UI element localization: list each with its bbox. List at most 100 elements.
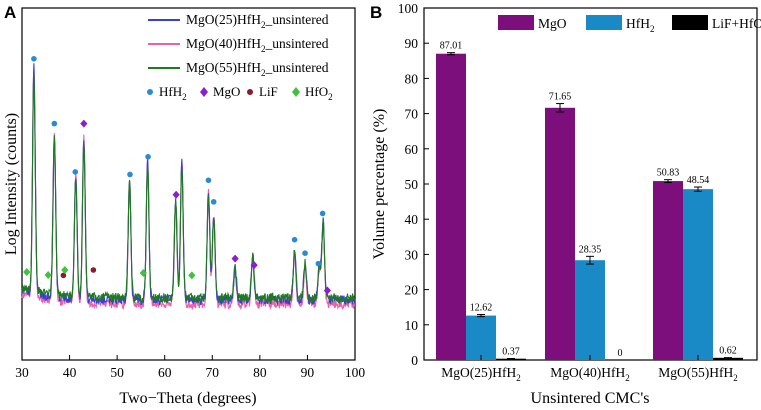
phase-marker-hfh <box>210 199 217 205</box>
legend-label: MgO <box>538 16 567 31</box>
panel-a-legend: MgO(25)HfH2_unsintered MgO(40)HfH2_unsint… <box>148 12 329 78</box>
y-tick-label: 20 <box>405 283 419 298</box>
phase-marker-mgo <box>172 190 180 199</box>
phase-marker-hfh <box>127 171 133 178</box>
y-tick-label: 40 <box>405 212 419 227</box>
legend-label: MgO(55)HfH2_unsintered <box>186 60 329 78</box>
y-tick-label: 0 <box>411 353 418 368</box>
bar-mgo <box>653 181 683 360</box>
phase-marker-hfo <box>188 271 196 280</box>
panel-b-x-ticks: MgO(25)HfH2 MgO(40)HfH2 MgO(55)HfH2 <box>441 355 738 383</box>
phase-marker-hfh <box>291 236 298 243</box>
phase-legend-symbol <box>200 87 208 97</box>
y-tick-label: 30 <box>405 247 419 262</box>
legend-label: LiF+HfO2 <box>712 16 761 34</box>
legend-label: MgO(25)HfH2_unsintered <box>186 12 329 30</box>
phase-marker-mgo <box>250 261 258 270</box>
bar-lifhfo <box>713 357 743 360</box>
phase-marker-hfh <box>319 210 326 217</box>
phase-markers <box>23 56 332 295</box>
x-tick-label: 30 <box>15 365 29 380</box>
phase-legend-label: HfH2 <box>159 84 187 102</box>
phase-marker-hfh <box>31 56 37 62</box>
y-tick-label: 50 <box>405 177 419 192</box>
phase-marker-hfh <box>145 153 151 160</box>
bar-value-label: 0.37 <box>502 347 520 358</box>
phase-marker-lif <box>90 267 97 273</box>
x-tick-label: 60 <box>158 365 172 380</box>
xrd-series-line <box>21 73 356 305</box>
phase-legend-label: HfO2 <box>305 84 333 102</box>
phase-marker-legend: HfH2 MgO LiF HfO2 <box>147 84 333 102</box>
phase-marker-mgo <box>231 254 239 263</box>
bar-value-label: 12.62 <box>470 303 493 314</box>
panel-a-x-axis-title: Two−Theta (degrees) <box>119 390 256 407</box>
x-tick-label: 100 <box>345 365 366 380</box>
phase-legend-symbol <box>147 89 153 95</box>
phase-marker-hfo <box>23 268 31 276</box>
x-category-label: MgO(25)HfH2 <box>441 365 521 383</box>
bar-value-label: 50.83 <box>657 168 680 179</box>
legend-label: HfH2 <box>626 16 655 34</box>
panel-a-xrd-chart: A 30 40 50 60 70 80 90 100 Two−Theta (degrees) … <box>3 3 365 407</box>
bar-value-label: 0 <box>618 348 623 359</box>
bar-value-label: 71.65 <box>549 92 572 103</box>
panel-a-plot-frame <box>21 7 356 361</box>
bar-mgo <box>436 53 466 361</box>
xrd-series-line <box>21 66 356 311</box>
phase-marker-mgo <box>80 119 88 128</box>
bar-hfh <box>683 189 713 360</box>
x-tick-label: 50 <box>110 365 124 380</box>
panel-b-y-axis-title: Volume percentage (%) <box>371 109 388 260</box>
x-tick-label: 80 <box>253 365 267 380</box>
phase-marker-hfh <box>51 120 58 127</box>
legend-label: MgO(40)HfH2_unsintered <box>186 36 329 54</box>
panel-b-x-axis-title: Unsintered CMC's <box>531 390 650 407</box>
xrd-curves <box>21 63 356 311</box>
phase-marker-hfo <box>61 266 69 274</box>
phase-marker-hfo <box>44 271 52 279</box>
legend-swatch <box>586 15 622 30</box>
panel-b-legend: MgO HfH2 LiF+HfO2 <box>498 15 761 34</box>
panel-b-letter: B <box>370 3 382 22</box>
phase-marker-hfh <box>302 250 308 256</box>
phase-legend-label: MgO <box>213 84 240 99</box>
panel-a-letter: A <box>4 3 16 22</box>
phase-marker-hfh <box>72 169 79 175</box>
bar-hfh <box>466 315 496 360</box>
x-tick-label: 70 <box>206 365 220 380</box>
y-tick-label: 70 <box>405 107 419 122</box>
phase-legend-label: LiF <box>259 84 278 99</box>
y-tick-label: 100 <box>398 1 419 16</box>
bar-value-label: 87.01 <box>440 41 463 52</box>
phase-marker-lif <box>60 272 67 279</box>
y-tick-label: 60 <box>405 142 419 157</box>
bar-value-label: 0.62 <box>719 346 737 357</box>
panel-a-x-ticks: 30 40 50 60 70 80 90 100 <box>15 355 365 380</box>
legend-swatch <box>672 15 708 30</box>
x-category-label: MgO(40)HfH2 <box>550 365 630 383</box>
legend-swatch <box>498 15 534 30</box>
panel-a-y-axis-title: Log Intensity (counts) <box>3 113 20 255</box>
bar-value-label: 28.35 <box>579 244 602 255</box>
bar-hfh <box>575 260 605 360</box>
phase-marker-mgo <box>323 286 332 295</box>
phase-marker-hfo <box>139 269 147 277</box>
panel-b-y-ticks: 0 10 20 30 40 50 60 70 80 90 100 <box>398 1 429 368</box>
xrd-series-line <box>21 63 356 306</box>
phase-marker-hfh <box>315 260 322 267</box>
phase-legend-symbol <box>292 87 300 97</box>
y-tick-label: 90 <box>405 36 419 51</box>
bar-value-label: 48.54 <box>687 175 710 186</box>
y-tick-label: 10 <box>405 318 419 333</box>
bar-mgo <box>545 107 575 361</box>
phase-legend-symbol <box>247 89 253 95</box>
phase-marker-hfh <box>205 177 212 184</box>
x-category-label: MgO(55)HfH2 <box>658 365 738 383</box>
bars: 87.01 12.62 0.37 71.65 28.35 0 50.83 48.54 0.62 <box>436 41 743 361</box>
y-tick-label: 80 <box>405 71 419 86</box>
x-tick-label: 40 <box>63 365 77 380</box>
panel-b-bar-chart: B 0 10 20 30 40 50 60 70 80 90 100 87.01 12.62 0.37 7… <box>370 1 761 407</box>
x-tick-label: 90 <box>301 365 315 380</box>
